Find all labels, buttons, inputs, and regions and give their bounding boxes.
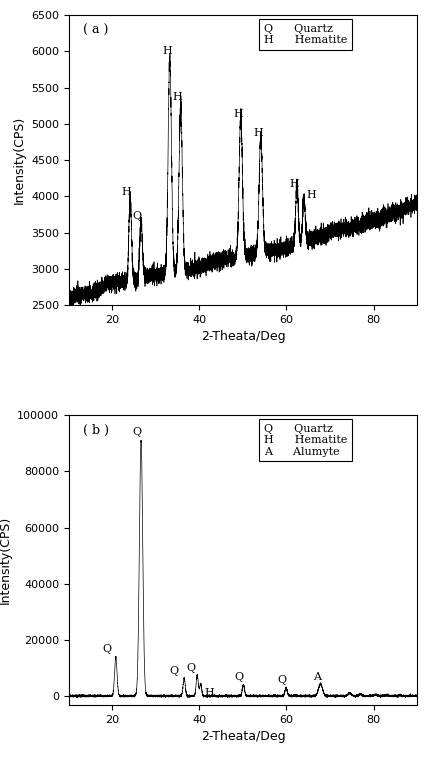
Y-axis label: Intensity(CPS): Intensity(CPS) bbox=[0, 516, 12, 604]
Text: H: H bbox=[289, 179, 299, 189]
Text: H: H bbox=[253, 128, 263, 138]
Text: A: A bbox=[313, 672, 321, 681]
Text: H: H bbox=[162, 46, 172, 56]
Text: H: H bbox=[122, 187, 131, 197]
X-axis label: 2-Theata/Deg: 2-Theata/Deg bbox=[201, 330, 285, 343]
Text: ( b ): ( b ) bbox=[83, 424, 109, 437]
Text: Q: Q bbox=[186, 663, 196, 673]
Text: Q: Q bbox=[103, 644, 112, 654]
Text: H: H bbox=[233, 108, 243, 118]
Text: Q: Q bbox=[277, 675, 286, 685]
Text: H: H bbox=[306, 190, 316, 200]
Text: Q      Quartz
H      Hematite: Q Quartz H Hematite bbox=[264, 23, 347, 45]
Text: H: H bbox=[204, 688, 214, 699]
Text: Q: Q bbox=[169, 666, 178, 676]
Text: Q: Q bbox=[132, 211, 141, 221]
Text: Q: Q bbox=[235, 672, 244, 682]
Text: ( a ): ( a ) bbox=[83, 23, 108, 37]
Text: Q      Quartz
H      Hematite
A      Alumyte: Q Quartz H Hematite A Alumyte bbox=[264, 424, 347, 457]
X-axis label: 2-Theata/Deg: 2-Theata/Deg bbox=[201, 730, 285, 743]
Text: Q: Q bbox=[132, 428, 141, 437]
Text: H: H bbox=[173, 92, 183, 102]
Y-axis label: Intensity(CPS): Intensity(CPS) bbox=[12, 116, 25, 204]
